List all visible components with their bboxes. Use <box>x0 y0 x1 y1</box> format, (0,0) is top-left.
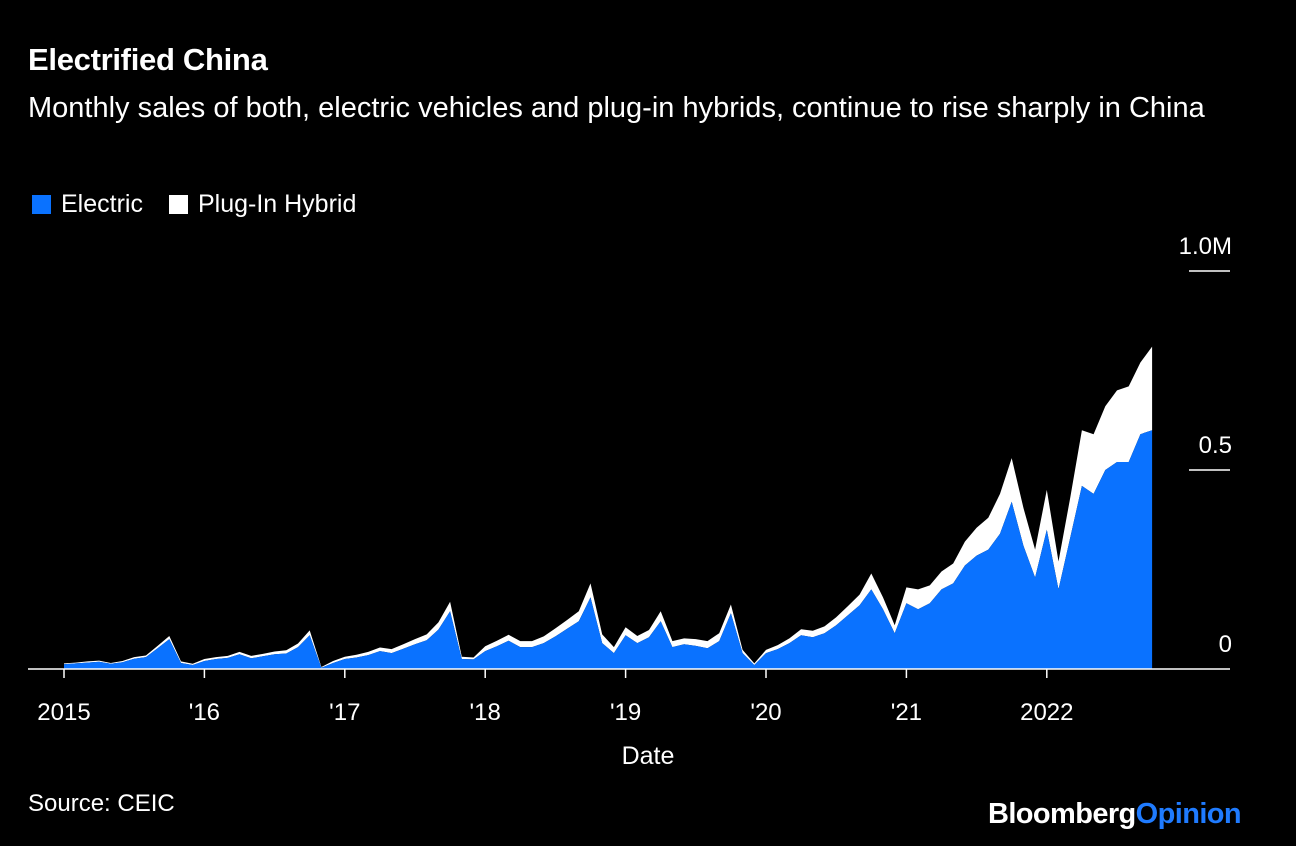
x-tick-label: 2015 <box>37 699 90 726</box>
x-tick-label: '17 <box>329 699 360 726</box>
legend-label-phev: Plug-In Hybrid <box>197 190 357 218</box>
plot-areas <box>64 346 1153 669</box>
x-tick-label: '18 <box>470 699 501 726</box>
brand-bloomberg: Bloomberg <box>988 798 1136 830</box>
chart-title: Electrified China <box>28 42 268 77</box>
legend-item-electric: Electric <box>32 190 143 219</box>
chart-subtitle: Monthly sales of both, electric vehicles… <box>28 92 1205 124</box>
x-tick-label: 2022 <box>1020 699 1073 726</box>
legend-label-electric: Electric <box>61 190 143 218</box>
x-tick-label: '20 <box>750 699 781 726</box>
x-axis-title: Date <box>622 742 675 770</box>
legend-swatch-electric <box>32 195 51 214</box>
y-tick-label: 1.0M <box>1179 233 1232 260</box>
legend-swatch-phev <box>168 195 188 214</box>
bloomberg-opinion-logo: BloombergOpinion <box>988 798 1242 831</box>
area-series-electric <box>64 430 1153 669</box>
source-note: Source: CEIC <box>28 790 175 817</box>
legend: Electric Plug-In Hybrid <box>32 190 382 219</box>
x-tick-label: '19 <box>610 699 641 726</box>
legend-item-phev: Plug-In Hybrid <box>168 190 357 219</box>
x-tick-label: '16 <box>189 699 220 726</box>
x-axis: 2015 '16 '17 '18 '19 '20 '21 2022 <box>37 669 1073 726</box>
y-tick-label: 0.5 <box>1199 432 1232 459</box>
x-tick-label: '21 <box>891 699 922 726</box>
y-tick-label: 0 <box>1219 631 1232 658</box>
brand-opinion: Opinion <box>1135 798 1242 830</box>
y-gridlines: 0 0.5 1.0M <box>28 233 1232 670</box>
